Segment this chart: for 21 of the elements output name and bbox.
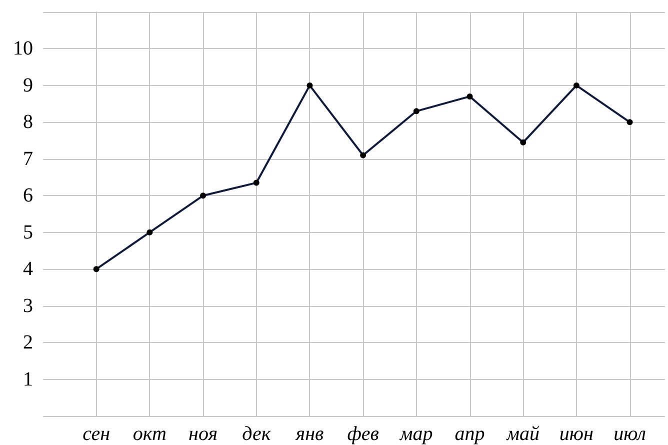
y-tick-label: 6 bbox=[23, 184, 33, 207]
x-tick-label: окт bbox=[132, 423, 166, 445]
y-tick-label: 2 bbox=[23, 332, 33, 354]
x-tick-label: апр bbox=[454, 423, 485, 445]
y-tick-label: 5 bbox=[23, 221, 33, 244]
y-tick-label: 9 bbox=[23, 74, 33, 96]
x-tick-label: июл bbox=[614, 423, 646, 445]
y-tick-label: 7 bbox=[23, 148, 33, 170]
y-tick-label: 8 bbox=[23, 111, 33, 134]
x-tick-label: июн bbox=[559, 423, 594, 445]
y-tick-label: 4 bbox=[23, 258, 33, 280]
x-tick-label: мар bbox=[399, 423, 433, 445]
y-tick-label: 10 bbox=[13, 38, 33, 60]
y-tick-label: 1 bbox=[23, 368, 33, 390]
x-tick-label: сен bbox=[82, 423, 110, 445]
x-tick-label: фев bbox=[347, 423, 380, 445]
x-tick-label: янв bbox=[294, 423, 324, 445]
x-tick-label: май bbox=[506, 423, 540, 445]
x-tick-label: ноя bbox=[188, 423, 218, 445]
y-tick-label: 3 bbox=[23, 294, 33, 317]
x-tick-label: дек bbox=[242, 423, 272, 445]
